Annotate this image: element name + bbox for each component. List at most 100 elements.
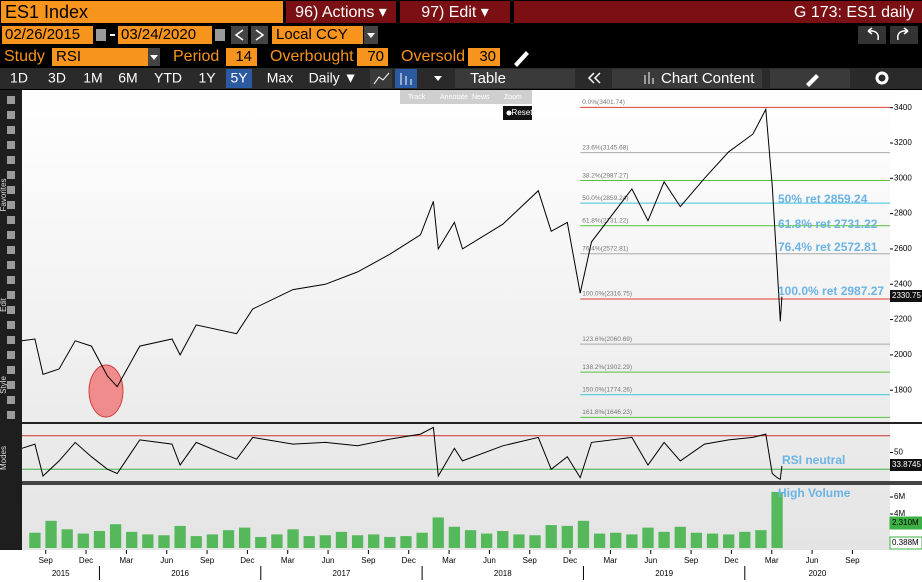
fib-label: 100.0%(2316.75) [582, 291, 632, 298]
tool-icon[interactable] [7, 231, 15, 239]
tool-icon[interactable] [7, 111, 15, 119]
dropdown-arrow[interactable] [434, 76, 442, 81]
volume-tag [889, 516, 922, 530]
rsi-annotation: RSI neutral [782, 453, 845, 467]
x-tick-label: Dec [79, 556, 93, 565]
tool-icon[interactable] [7, 306, 15, 314]
tab[interactable]: 1Y [198, 70, 216, 86]
tool-icon[interactable] [7, 366, 15, 374]
volume-bar [368, 534, 380, 548]
table-button[interactable] [455, 69, 575, 88]
calendar-icon[interactable] [215, 29, 225, 41]
fib-label: 150.0%(1774.26) [582, 386, 632, 393]
tool-buttons: Track Annotate News Zoom [408, 94, 522, 101]
tool-icon[interactable] [7, 96, 15, 104]
chart-content-icon [644, 72, 654, 84]
volume-bar [755, 530, 767, 548]
tab[interactable]: 6M [118, 70, 137, 86]
volume-bar [723, 534, 735, 548]
rsi-tag-label: 33.8745 [892, 460, 921, 469]
tool-icon[interactable] [7, 126, 15, 134]
x-tick-label: Mar [281, 556, 295, 565]
tab[interactable]: 1M [83, 70, 102, 86]
y-tick-label: 6M [894, 492, 905, 501]
tool-icon[interactable] [7, 351, 15, 359]
end-date: 03/24/2020 [121, 26, 196, 43]
collapse-icon[interactable] [587, 72, 601, 84]
next-button[interactable] [251, 26, 268, 44]
oversold-box[interactable] [468, 48, 500, 66]
fib-label: 76.4%(2572.81) [582, 245, 628, 252]
chart-tools [400, 90, 532, 104]
x-tick-label: Sep [684, 556, 699, 565]
reset-label: Reset [512, 108, 534, 117]
retracement-annotation: 100.0% ret 2987.27 [778, 284, 884, 298]
tool-icon[interactable] [7, 396, 15, 404]
end-date-box[interactable] [118, 26, 212, 44]
volume-bar [561, 525, 573, 548]
x-tick-label: Dec [402, 556, 416, 565]
undo-button[interactable] [858, 26, 886, 44]
actions-menu[interactable] [286, 1, 396, 23]
edit-menu[interactable] [400, 1, 510, 23]
tool-icon[interactable] [7, 261, 15, 269]
x-axis-area [0, 550, 922, 582]
currency-box[interactable] [272, 26, 363, 44]
volume-bar [497, 531, 509, 548]
y-tick-label: 2600 [894, 244, 912, 253]
sidebar-label: Style [0, 376, 8, 394]
tool-icon[interactable] [7, 156, 15, 164]
dropdown-arrow [150, 55, 158, 60]
tool-icon[interactable] [7, 186, 15, 194]
tab[interactable]: 1D [10, 70, 28, 86]
tab[interactable]: 5Y [230, 70, 248, 86]
tool-icon[interactable] [7, 381, 15, 389]
calendar-icon[interactable] [96, 29, 106, 41]
x-tick-label: Jun [483, 556, 496, 565]
tool-icon[interactable] [7, 246, 15, 254]
tool-icon[interactable] [7, 216, 15, 224]
tool-icon[interactable] [7, 171, 15, 179]
tool-icon[interactable] [7, 336, 15, 344]
tool-icon[interactable] [7, 321, 15, 329]
tool-icon[interactable] [7, 141, 15, 149]
tool-icon[interactable] [7, 411, 15, 419]
year-label: 2017 [333, 569, 351, 578]
y-tick-label: 2400 [894, 279, 912, 288]
tool-icon[interactable] [7, 291, 15, 299]
tool-button[interactable]: News [472, 94, 490, 101]
ticker-box[interactable] [1, 1, 283, 23]
period-box[interactable] [226, 48, 257, 66]
redo-button[interactable] [890, 26, 918, 44]
tab[interactable]: Daily ▼ [309, 70, 358, 86]
volume-bar [384, 536, 396, 548]
settings-icon[interactable] [875, 71, 889, 85]
x-tick-label: Dec [724, 556, 738, 565]
prev-button[interactable] [231, 26, 248, 44]
overbought-box[interactable] [357, 48, 388, 66]
tool-button[interactable]: Track [408, 94, 426, 101]
bar-icon [400, 73, 412, 85]
volume-bar [93, 531, 106, 548]
pencil-icon[interactable] [514, 51, 529, 67]
edit-label: 97) Edit ▾ [421, 4, 489, 21]
oversold-label: Oversold [401, 48, 465, 65]
chart-area [22, 90, 890, 550]
edit-button[interactable] [770, 69, 850, 88]
tool-icon[interactable] [7, 201, 15, 209]
x-tick-label: Sep [523, 556, 538, 565]
fib-label: 50.0%(2859.24) [582, 195, 628, 202]
study-box[interactable] [52, 48, 148, 66]
tab[interactable]: 3D [48, 70, 66, 86]
tool-button[interactable]: Annotate [440, 94, 468, 101]
volume-bar [190, 536, 202, 548]
tab[interactable]: Max [267, 70, 293, 86]
tool-button[interactable]: Zoom [504, 94, 522, 101]
volume-bar [45, 520, 57, 548]
tab[interactable]: YTD [154, 70, 182, 86]
tool-icon[interactable] [7, 276, 15, 284]
reset-button[interactable] [503, 106, 532, 120]
start-date-box[interactable] [2, 26, 93, 44]
edit-icon [806, 74, 819, 87]
